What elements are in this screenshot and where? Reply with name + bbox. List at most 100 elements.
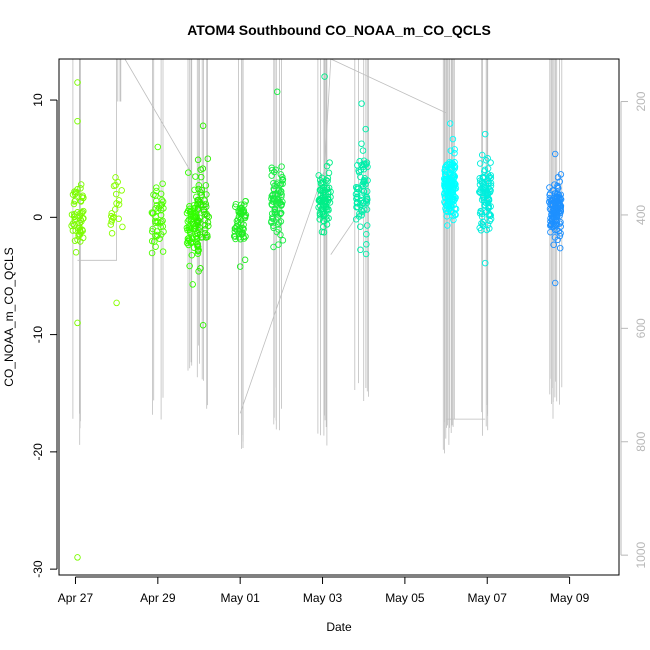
data-point bbox=[272, 166, 279, 174]
data-point bbox=[185, 169, 192, 176]
data-point bbox=[325, 190, 332, 198]
data-point bbox=[72, 249, 80, 256]
data-point bbox=[194, 247, 202, 255]
data-point bbox=[547, 221, 555, 229]
data-point bbox=[551, 150, 559, 158]
data-point bbox=[184, 237, 192, 245]
data-point bbox=[486, 217, 494, 225]
data-point bbox=[450, 216, 457, 224]
data-point bbox=[77, 198, 85, 205]
data-point bbox=[359, 147, 367, 154]
y2-tick-label: 400 bbox=[634, 205, 648, 225]
data-point bbox=[481, 166, 489, 174]
data-point bbox=[154, 143, 162, 151]
data-point bbox=[277, 210, 284, 218]
data-point bbox=[556, 232, 564, 240]
data-point bbox=[195, 182, 203, 189]
data-point bbox=[324, 205, 332, 213]
data-point bbox=[446, 171, 453, 179]
data-point bbox=[205, 222, 212, 230]
data-point bbox=[279, 176, 287, 183]
data-point bbox=[196, 214, 203, 221]
data-point bbox=[446, 120, 454, 127]
data-point bbox=[358, 140, 365, 147]
data-point bbox=[242, 213, 249, 220]
data-point bbox=[152, 205, 159, 212]
data-point bbox=[352, 190, 360, 198]
data-point bbox=[552, 190, 559, 197]
data-point bbox=[363, 241, 370, 248]
data-point bbox=[75, 223, 83, 230]
altitude-transit-line bbox=[330, 209, 362, 255]
data-point bbox=[78, 193, 86, 201]
data-point bbox=[70, 200, 78, 208]
x-tick-label: Apr 27 bbox=[58, 591, 94, 605]
data-point bbox=[191, 186, 198, 194]
data-point bbox=[486, 188, 494, 196]
data-point bbox=[196, 223, 203, 231]
data-point bbox=[148, 237, 156, 245]
data-point bbox=[194, 250, 202, 257]
data-point bbox=[199, 122, 207, 130]
data-point bbox=[449, 135, 457, 143]
data-point bbox=[71, 210, 78, 218]
x-axis: Apr 27 Apr 29 May 01 May 03 May 05 May 07 May … bbox=[58, 576, 590, 605]
data-point bbox=[108, 230, 116, 237]
data-point bbox=[353, 203, 360, 211]
data-point bbox=[112, 190, 120, 198]
data-point bbox=[358, 100, 365, 107]
data-point bbox=[236, 263, 244, 270]
data-point bbox=[361, 206, 368, 213]
data-point bbox=[268, 164, 275, 172]
data-point bbox=[446, 178, 454, 186]
data-point bbox=[108, 213, 115, 220]
data-point bbox=[361, 178, 368, 185]
y-tick-label: 10 bbox=[31, 93, 45, 107]
data-point bbox=[321, 73, 328, 80]
data-point bbox=[242, 198, 249, 205]
data-point bbox=[480, 192, 487, 200]
data-point bbox=[323, 216, 330, 223]
data-point bbox=[556, 178, 563, 185]
data-point bbox=[153, 184, 160, 191]
data-point bbox=[317, 191, 324, 199]
data-point bbox=[115, 197, 123, 204]
data-point bbox=[77, 185, 84, 192]
x-tick-label: May 05 bbox=[385, 591, 425, 605]
data-point bbox=[482, 157, 490, 164]
data-point bbox=[203, 210, 210, 218]
data-point bbox=[554, 174, 562, 181]
data-point bbox=[487, 172, 495, 179]
data-point bbox=[448, 161, 456, 169]
data-point bbox=[197, 265, 204, 272]
data-point bbox=[479, 221, 486, 228]
data-point bbox=[273, 181, 281, 188]
data-point bbox=[108, 218, 115, 225]
y-tick-label: -20 bbox=[31, 443, 45, 461]
data-point bbox=[448, 165, 456, 172]
data-point bbox=[487, 203, 494, 210]
data-point bbox=[478, 151, 486, 159]
data-point bbox=[279, 198, 286, 206]
data-point bbox=[546, 205, 554, 213]
data-point bbox=[153, 201, 161, 209]
data-point bbox=[157, 206, 165, 214]
data-point bbox=[444, 202, 451, 210]
data-point bbox=[551, 181, 558, 188]
data-point bbox=[197, 173, 205, 181]
data-point bbox=[554, 185, 562, 192]
data-point bbox=[442, 184, 449, 191]
data-point bbox=[190, 202, 198, 209]
y2-tick-label: 800 bbox=[634, 431, 648, 451]
data-point bbox=[277, 209, 285, 217]
data-point bbox=[186, 262, 193, 270]
data-point bbox=[444, 222, 451, 229]
data-point bbox=[452, 211, 459, 219]
data-point bbox=[547, 197, 554, 205]
data-point bbox=[449, 171, 457, 179]
data-point bbox=[74, 117, 81, 125]
data-point bbox=[189, 281, 196, 288]
data-point bbox=[445, 161, 453, 168]
data-point bbox=[184, 218, 192, 225]
data-point bbox=[230, 232, 238, 240]
